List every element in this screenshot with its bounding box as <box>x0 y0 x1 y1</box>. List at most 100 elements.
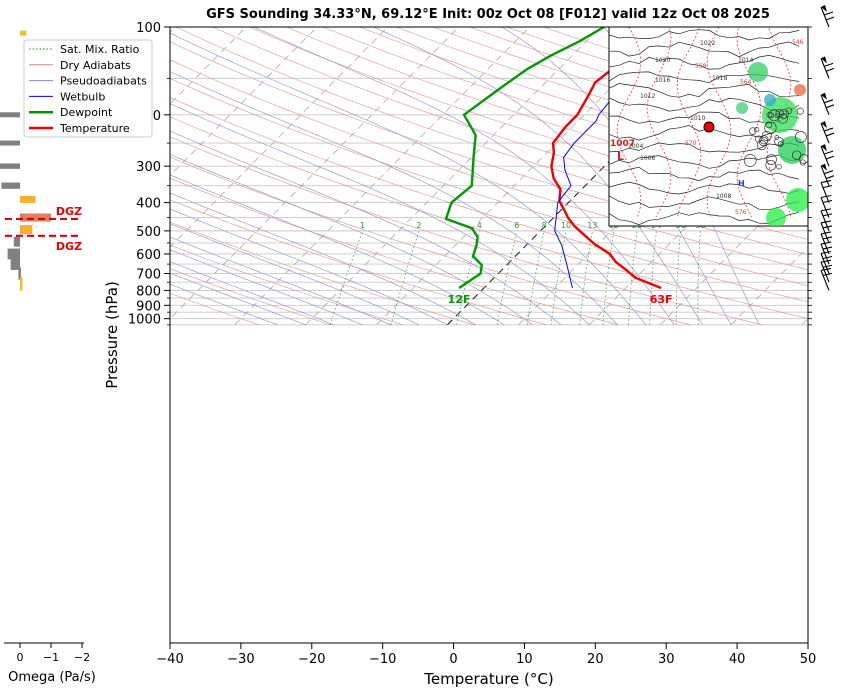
pseudoadiabat <box>170 192 476 326</box>
inset-isobar-label: 1012 <box>640 93 655 100</box>
legend-box <box>23 39 153 138</box>
barb-pennant <box>821 92 827 100</box>
wind-barb <box>820 250 833 274</box>
isotherm-line <box>170 27 247 105</box>
chart-title: GFS Sounding 34.33°N, 69.12°E Init: 00z … <box>206 7 770 22</box>
dry-adiabat <box>170 292 260 326</box>
barb-staff <box>820 233 830 255</box>
precip-blob <box>748 62 768 82</box>
legend-label: Dewpoint <box>60 106 113 119</box>
barb-flag <box>825 132 835 137</box>
series-temperature <box>550 27 669 290</box>
x-axis-label: Temperature (°C) <box>423 670 553 688</box>
barb-flag <box>825 155 835 160</box>
dry-adiabat <box>175 27 808 240</box>
terrain-contour <box>792 150 802 160</box>
series-dewpoint <box>444 27 605 289</box>
mixing-ratio-label: 1 <box>360 221 365 230</box>
terrain-contour <box>754 126 760 133</box>
legend-label: Temperature <box>59 122 130 135</box>
terrain-contour <box>765 121 773 129</box>
isobar-contour <box>609 166 800 182</box>
terrain-contour <box>743 154 757 167</box>
barb-flag <box>825 16 835 21</box>
legend-label: Wetbulb <box>60 90 105 103</box>
wind-barb <box>820 144 835 167</box>
legend-label: Pseudoadiabats <box>60 75 147 88</box>
omega-tick-label: −1 <box>43 651 59 664</box>
pseudoadiabat <box>170 272 306 326</box>
pseudoadiabat <box>170 154 533 326</box>
legend-label: Sat. Mix. Ratio <box>60 43 140 56</box>
terrain-contour <box>785 107 793 115</box>
dry-adiabat <box>170 268 331 326</box>
terrain-contour <box>777 141 784 147</box>
pseudoadiabat <box>170 249 363 326</box>
wind-barb <box>820 163 835 186</box>
omega-axis-label: Omega (Pa/s) <box>8 670 96 685</box>
precip-blob <box>736 102 748 114</box>
barb-flag <box>820 250 832 255</box>
terrain-contour <box>765 159 777 171</box>
isotherm-line <box>305 27 601 326</box>
inset-isobar-label: 1008 <box>716 193 731 200</box>
isobar-contour <box>609 29 800 41</box>
site-marker <box>703 121 715 133</box>
terrain-contour <box>777 113 788 124</box>
mixing-ratio-line <box>697 230 701 325</box>
barb-staff <box>820 122 830 144</box>
barb-staff <box>820 210 830 232</box>
pseudoadiabat <box>170 32 647 325</box>
pseudoadiabat <box>170 174 505 326</box>
omega-bar <box>7 248 20 260</box>
dry-adiabat <box>170 41 808 255</box>
pseudoadiabat <box>170 261 335 326</box>
omega-bar <box>13 236 20 247</box>
inset-isobar-label: 1006 <box>640 155 655 162</box>
inset-thickness-label: 564 <box>740 79 752 86</box>
isobar-contour <box>609 83 800 98</box>
barb-staff <box>820 262 830 283</box>
barb-flag <box>822 236 833 240</box>
barb-flag <box>823 99 834 104</box>
y-tick-label: 500 <box>136 225 161 240</box>
inset-isobar-label: 1004 <box>628 143 643 150</box>
barb-flag <box>822 272 833 276</box>
mixing-ratio-label: 4 <box>477 221 482 230</box>
mixing-ratio-label: 10 <box>561 221 571 230</box>
mixing-ratio-label: 2 <box>416 221 421 230</box>
mixing-ratio-line <box>496 230 518 325</box>
inset-map: 1022 1020 1018 1016 1014 1012 1010 1008 1006 1004… <box>608 26 809 227</box>
barb-flag <box>825 175 835 180</box>
plot-frame <box>169 26 809 644</box>
barb-staff <box>820 165 830 186</box>
omega-bar <box>0 163 21 169</box>
mixing-ratio-label: 6 <box>514 221 519 230</box>
x-tick-label: −40 <box>156 652 183 667</box>
isobar-contour <box>609 55 800 70</box>
wind-barb <box>820 259 833 283</box>
wind-barb <box>820 208 833 232</box>
barb-staff <box>820 182 830 203</box>
pseudoadiabat <box>373 27 703 325</box>
terrain-contour <box>766 154 777 165</box>
profile-lines: 63F 12F <box>444 27 708 306</box>
dry-adiabat <box>170 116 808 320</box>
terrain-contour <box>766 111 773 118</box>
x-tick-label: 20 <box>587 652 604 667</box>
y-tick-label: 300 <box>136 160 161 175</box>
wind-barb <box>820 121 835 144</box>
barb-flag <box>825 67 835 72</box>
barb-staff <box>820 253 830 274</box>
thickness-contour <box>706 27 732 218</box>
thickness-contour <box>676 27 702 218</box>
isobar-contour <box>609 195 800 211</box>
inset-isobar-label: 1018 <box>712 75 727 82</box>
thickness-contour <box>646 27 672 218</box>
terrain-contour <box>796 107 804 115</box>
barb-flag <box>822 185 833 189</box>
terrain-contour <box>759 135 769 145</box>
dry-adiabat <box>249 27 808 211</box>
